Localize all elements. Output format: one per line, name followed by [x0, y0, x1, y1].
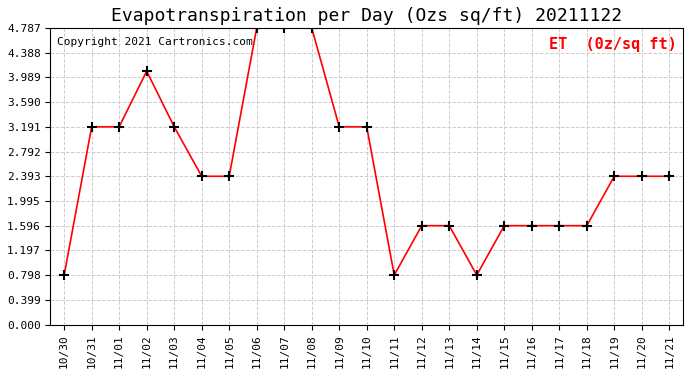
Text: Copyright 2021 Cartronics.com: Copyright 2021 Cartronics.com — [57, 37, 253, 47]
Text: ET  (0z/sq ft): ET (0z/sq ft) — [549, 37, 677, 52]
Title: Evapotranspiration per Day (Ozs sq/ft) 20211122: Evapotranspiration per Day (Ozs sq/ft) 2… — [111, 7, 622, 25]
